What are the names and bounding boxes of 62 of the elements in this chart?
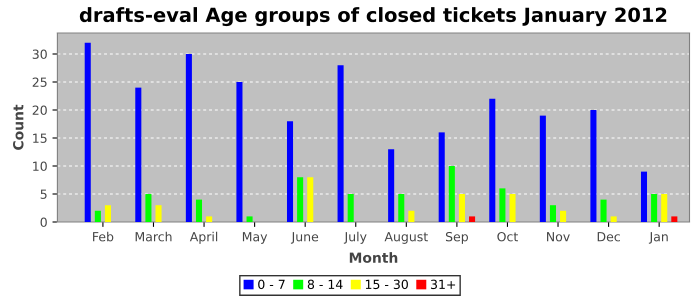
y-tick-label: 25 [32, 77, 47, 87]
bar [408, 210, 414, 222]
bar [438, 132, 445, 222]
bar [286, 121, 294, 222]
x-tick-label: Oct [497, 232, 518, 242]
bar [246, 216, 253, 222]
bar [307, 177, 314, 222]
legend-label: 31+ [430, 280, 456, 290]
bar [135, 88, 142, 222]
bar [145, 194, 152, 222]
bar [469, 216, 476, 222]
x-tick-label: Feb [93, 232, 114, 242]
y-tick-label: 5 [40, 190, 47, 199]
x-axis-title: Month [350, 252, 398, 263]
x-tick-label: Nov [547, 232, 570, 242]
bar [186, 54, 192, 222]
bar [196, 200, 202, 222]
bar [640, 172, 648, 222]
bar [489, 98, 496, 222]
legend-label: 0 - 7 [258, 280, 285, 290]
bar [651, 194, 658, 222]
bar [560, 210, 566, 222]
bar [448, 166, 455, 222]
bar [600, 200, 607, 222]
bar [509, 194, 516, 222]
bar [94, 210, 101, 222]
y-axis-title: Count [13, 104, 24, 150]
x-tick-label: March [136, 232, 172, 242]
bar [84, 42, 91, 222]
x-tick-label: Jan [648, 232, 668, 244]
x-tick-label: July [344, 232, 367, 244]
x-tick-label: June [290, 232, 318, 244]
y-tick-label: 15 [33, 134, 47, 143]
bar [671, 216, 678, 222]
bar [590, 110, 596, 222]
bar [236, 82, 242, 222]
bar [540, 116, 546, 222]
x-tick-label: August [384, 232, 428, 244]
x-tick-label: Sep [446, 232, 468, 244]
y-tick-label: 10 [33, 161, 47, 171]
bar [398, 194, 404, 222]
bar [550, 205, 556, 222]
chart-title: drafts-eval Age groups of closed tickets January 2012 [80, 7, 666, 26]
x-tick-label: Dec [598, 232, 620, 242]
bar [156, 205, 162, 222]
x-tick-label: May [242, 232, 268, 244]
bar [499, 188, 506, 222]
y-tick-label: 20 [32, 105, 47, 115]
x-tick-label: April [190, 232, 218, 244]
legend-label: 8 - 14 [308, 280, 343, 290]
bar [338, 65, 344, 222]
bar [348, 194, 354, 222]
y-tick-label: 30 [32, 49, 47, 59]
bar [458, 194, 465, 222]
bar [206, 216, 212, 222]
bar [661, 194, 668, 222]
bar [610, 216, 617, 222]
bar [297, 177, 304, 222]
legend-label: 15 - 30 [366, 280, 408, 290]
y-tick-label: 0 [40, 217, 47, 227]
bar [388, 149, 394, 222]
bar [104, 205, 111, 222]
